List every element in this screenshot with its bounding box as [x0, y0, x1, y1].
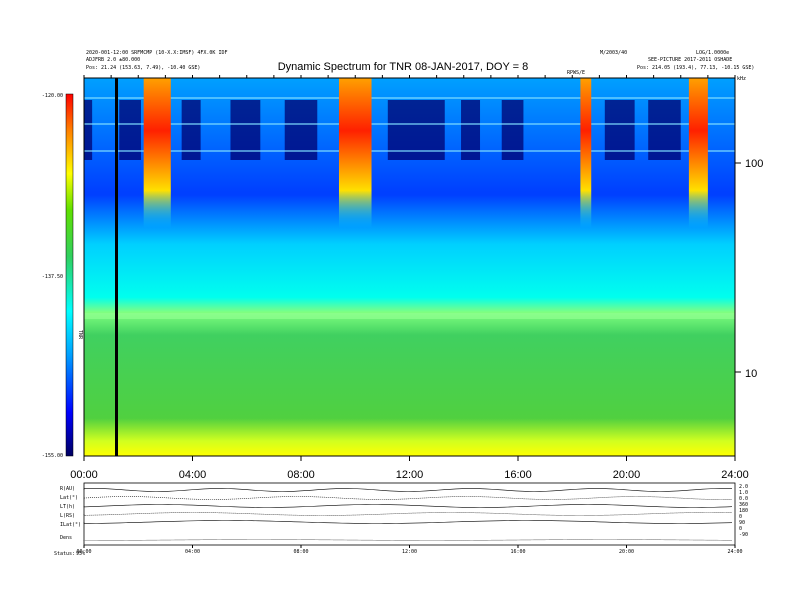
eph-right-tick-4: 180: [739, 508, 748, 514]
header-left-line1: 2020-001-12:00 SRFMCMP (10-X.X:IMSF) 4FX…: [86, 50, 227, 56]
eph-label-l: L(RS): [60, 513, 75, 519]
ephemeris-trace-2: [83, 504, 733, 508]
eph-right-tick-5: 0: [739, 514, 742, 520]
eph-label-dens: Dens: [60, 535, 72, 541]
header-right-line1: M/2003/40: [600, 50, 627, 56]
spectrogram: [83, 77, 736, 457]
ephemeris-traces: [83, 488, 733, 541]
eph-label-lt: LT(h): [60, 504, 75, 510]
eph-right-tick-2: 0.0: [739, 496, 748, 502]
eph-label-ilat: ILat(°): [60, 522, 81, 528]
dark-band-0: [84, 100, 93, 160]
chart-title: Dynamic Spectrum for TNR 08-JAN-2017, DO…: [278, 61, 529, 73]
x-tick-label-1: 04:00: [179, 469, 207, 481]
corner-label: kHz: [737, 76, 746, 82]
harmonic-line-1: [84, 123, 735, 125]
x-tick-label-3: 12:00: [396, 469, 424, 481]
x-tick-label-4: 16:00: [504, 469, 532, 481]
x-tick-label-5: 20:00: [613, 469, 641, 481]
eph-x-tick-label-2: 08:00: [293, 549, 308, 555]
x-tick-label-0: 00:00: [70, 469, 98, 481]
eph-right-tick-0: 2.0: [739, 484, 748, 490]
header-right-line3: Pos: 214.05 (193.4), 77.13, -10.15 GSE): [637, 65, 754, 71]
eph-x-tick-label-6: 24:00: [727, 549, 742, 555]
colorbar-label: TNR: [77, 330, 83, 340]
burst-2: [580, 78, 592, 228]
colorbar-tick-top: -120.00: [42, 93, 63, 99]
eph-label-lat: Lat(°): [60, 495, 78, 501]
ephemeris-trace-3: [83, 512, 733, 516]
eph-label-r: R(AU): [60, 486, 75, 492]
header-right-line2: SEE-PICTURE 2017-2011 OSHADE: [648, 57, 732, 63]
dark-band-2: [181, 100, 201, 160]
ephemeris-trace-1: [83, 496, 733, 500]
right-axis: 100 10: [735, 158, 763, 380]
header-left-line3: Pos: 21.24 (153.63, 7.49), -10.40 GSE): [86, 65, 200, 71]
x-tick-label-2: 08:00: [287, 469, 315, 481]
ephemeris-trace-4: [83, 520, 733, 524]
colorbar: [65, 93, 74, 457]
noise-floor-band: [84, 313, 735, 319]
dark-band-6: [461, 100, 481, 160]
eph-right-tick-6: 90: [739, 520, 745, 526]
eph-x-tick-label-4: 16:00: [510, 549, 525, 555]
harmonic-line-0: [84, 97, 735, 99]
eph-right-tick-7: 0: [739, 526, 742, 532]
status-value: 95%: [76, 551, 85, 557]
burst-3: [688, 78, 708, 228]
eph-right-tick-8: -90: [739, 532, 748, 538]
right-tick-label-10: 10: [745, 368, 757, 380]
eph-right-tick-1: 1.0: [739, 490, 748, 496]
dark-band-1: [119, 100, 141, 160]
eph-x-tick-label-5: 20:00: [619, 549, 634, 555]
eph-right-tick-3: 360: [739, 502, 748, 508]
dark-bands: [84, 97, 735, 319]
status-label: Status:: [54, 551, 75, 557]
ephemeris-x-ticks: 00:00 04:00 08:00 12:00 16:00 20:00 24:00: [76, 545, 743, 555]
x-axis: 00:00 04:00 08:00 12:00 16:00 20:00 24:00: [70, 75, 749, 481]
header-right-line1b: LOG/1.0000e: [696, 50, 729, 56]
colorbar-tick-mid: -137.50: [42, 274, 63, 280]
marker-label: RPWS/E: [567, 70, 585, 76]
x-tick-label-6: 24:00: [721, 469, 749, 481]
ephemeris-panel: R(AU) Lat(°) LT(h) L(RS) ILat(°) Dens 2.…: [54, 482, 748, 557]
header-left-line2: ADJFRB 2.0 ±80.000: [86, 57, 140, 63]
colorbar-tick-bottom: -155.00: [42, 453, 63, 459]
radio-bursts: [143, 78, 708, 228]
burst-0: [143, 78, 171, 228]
ephemeris-trace-0: [83, 488, 733, 492]
burst-1: [338, 78, 372, 228]
ephemeris-trace-5: [83, 539, 733, 541]
data-gap-line: [115, 78, 118, 456]
dark-band-7: [501, 100, 524, 160]
eph-x-tick-label-0: 00:00: [76, 549, 91, 555]
eph-x-tick-label-3: 12:00: [402, 549, 417, 555]
eph-x-tick-label-1: 04:00: [185, 549, 200, 555]
harmonic-line-2: [84, 150, 735, 152]
right-tick-label-100: 100: [745, 158, 763, 170]
